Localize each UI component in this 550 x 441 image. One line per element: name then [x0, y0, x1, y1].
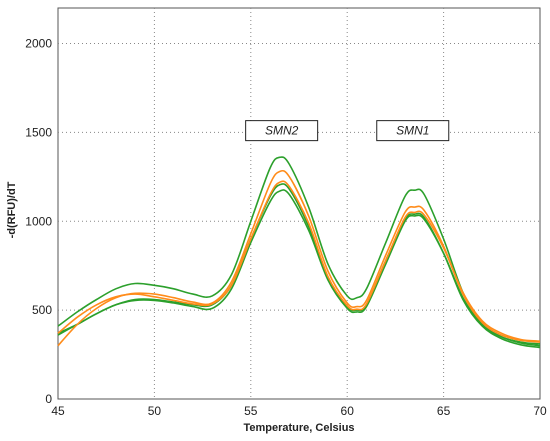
x-axis-title: Temperature, Celsius: [243, 422, 354, 434]
y-tick-labels: 0 500 1000 1500 2000: [25, 37, 52, 406]
annotation-label-smn2: SMN2: [265, 124, 299, 138]
series-group: [57, 156, 541, 349]
annotation-label-smn1: SMN1: [396, 124, 429, 138]
x-tick-label: 70: [533, 404, 547, 418]
y-tick-label: 1000: [25, 214, 52, 228]
x-tick-label: 65: [437, 404, 451, 418]
x-tick-label: 60: [341, 404, 355, 418]
annotations: SMN2 SMN1: [245, 120, 450, 142]
y-axis-title: -d(RFU)/dT: [6, 181, 18, 238]
x-tick-labels: 45 50 55 60 65 70: [51, 404, 547, 418]
x-tick-label: 50: [148, 404, 162, 418]
x-tick-label: 45: [51, 404, 65, 418]
series-line-5: [57, 180, 541, 342]
y-tick-label: 500: [32, 303, 52, 317]
y-tick-label: 1500: [25, 125, 52, 139]
y-tick-label: 0: [45, 392, 52, 406]
annotation-box-smn1: [376, 120, 450, 142]
series-line-1: [57, 156, 541, 345]
series-line-3: [57, 189, 541, 347]
y-tick-label: 2000: [25, 37, 52, 51]
x-tick-label: 55: [244, 404, 258, 418]
annotation-box-smn2: [245, 120, 319, 142]
